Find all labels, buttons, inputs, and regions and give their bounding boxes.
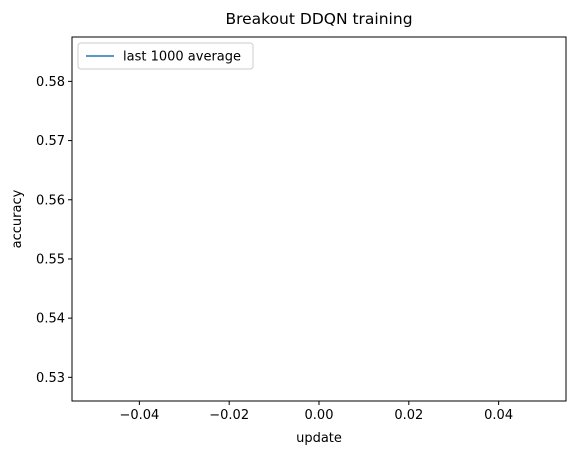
legend-box	[77, 42, 254, 70]
chart-title: Breakout DDQN training	[225, 10, 412, 28]
x-tick-label: 0.04	[484, 408, 513, 423]
x-tick-label: −0.02	[209, 408, 249, 423]
y-tick-label: 0.54	[36, 312, 65, 327]
legend-label: last 1000 average	[123, 50, 241, 65]
x-axis-ticks: −0.04 −0.02 0.00 0.02 0.04	[119, 401, 513, 423]
x-axis-label: update	[296, 431, 342, 446]
y-tick-label: 0.57	[36, 134, 65, 149]
plot-frame	[71, 36, 567, 402]
x-tick-label: 0.00	[305, 408, 334, 423]
legend: last 1000 average	[77, 42, 254, 70]
y-tick-label: 0.55	[36, 252, 65, 267]
plot-area	[71, 36, 567, 402]
y-tick-label: 0.53	[36, 371, 65, 386]
y-axis-label: accuracy	[10, 189, 25, 248]
y-tick-label: 0.56	[36, 193, 65, 208]
x-tick-label: 0.02	[394, 408, 423, 423]
y-axis-ticks: 0.53 0.54 0.55 0.56 0.57 0.58	[36, 75, 72, 386]
x-tick-label: −0.04	[119, 408, 159, 423]
y-tick-label: 0.58	[36, 75, 65, 90]
